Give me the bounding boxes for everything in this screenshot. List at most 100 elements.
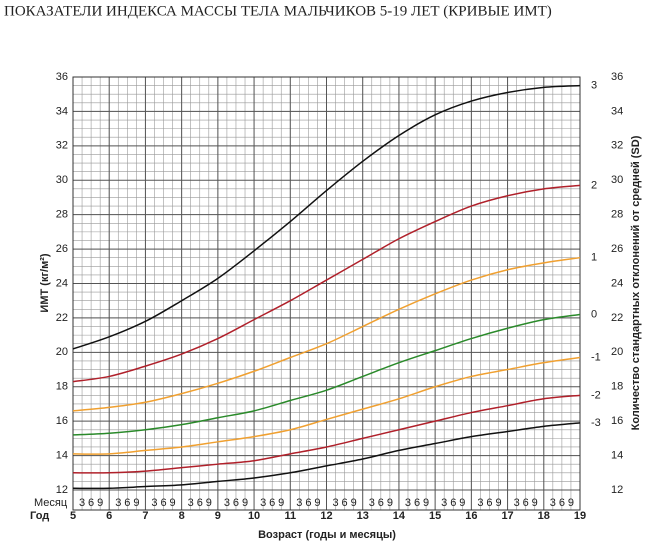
month-label: 9 — [206, 497, 212, 509]
y-axis-label: ИМТ (кг/м²) — [39, 253, 51, 312]
y-tick-label: 36 — [56, 71, 68, 83]
month-label: 6 — [559, 497, 565, 509]
month-label: 9 — [532, 497, 538, 509]
curve — [72, 422, 581, 490]
month-label: 3 — [224, 497, 230, 509]
month-label: 3 — [151, 497, 157, 509]
curve — [72, 356, 581, 455]
month-label: 6 — [124, 497, 130, 509]
y-tick-label: 16 — [56, 415, 68, 427]
x-tick-label: 7 — [142, 510, 148, 522]
y-tick-label: 24 — [56, 277, 68, 289]
month-label: 6 — [378, 497, 384, 509]
month-label: 3 — [115, 497, 121, 509]
y2-tick-label: 30 — [611, 174, 623, 186]
y2-tick-label: 26 — [611, 243, 623, 255]
curve — [72, 313, 581, 436]
month-label: 9 — [278, 497, 284, 509]
month-label: 9 — [495, 497, 501, 509]
month-label: 6 — [160, 497, 166, 509]
y-tick-label: 34 — [56, 105, 68, 117]
x-tick-label: 9 — [215, 510, 221, 522]
month-label: 6 — [342, 497, 348, 509]
month-label: 3 — [514, 497, 520, 509]
month-label: 6 — [450, 497, 456, 509]
y-tick-label: 32 — [56, 140, 68, 152]
y2-tick-label: 34 — [611, 105, 623, 117]
month-label: 6 — [197, 497, 203, 509]
y2-tick-label: 16 — [611, 415, 623, 427]
curve — [72, 84, 581, 350]
legend-label: -3 — [591, 417, 601, 429]
curve — [72, 256, 581, 412]
y-tick-label: 20 — [56, 346, 68, 358]
x-tick-label: 18 — [538, 510, 550, 522]
y-tick-label: 30 — [56, 174, 68, 186]
x-axis-label: Возраст (годы и месяцы) — [258, 529, 396, 541]
y-tick-label: 18 — [56, 381, 68, 393]
curve — [72, 394, 581, 474]
x-tick-label: 11 — [284, 510, 296, 522]
x-tick-label: 5 — [70, 510, 76, 522]
month-label: 9 — [242, 497, 248, 509]
legend-label: 3 — [591, 80, 597, 92]
y2-tick-label: 14 — [611, 449, 623, 461]
month-label: 9 — [459, 497, 465, 509]
y2-tick-label: 12 — [611, 484, 623, 496]
legend-label: 1 — [591, 252, 597, 264]
x-tick-label: 17 — [501, 510, 513, 522]
y2-tick-label: 36 — [611, 71, 623, 83]
month-label: 3 — [79, 497, 85, 509]
month-label: 9 — [170, 497, 176, 509]
month-label: 9 — [133, 497, 139, 509]
y-tick-label: 26 — [56, 243, 68, 255]
month-label: 3 — [260, 497, 266, 509]
y2-tick-label: 20 — [611, 346, 623, 358]
month-label: 6 — [269, 497, 275, 509]
legend-label: -2 — [591, 389, 601, 401]
month-label: 6 — [305, 497, 311, 509]
month-label: 3 — [550, 497, 556, 509]
month-label: 9 — [351, 497, 357, 509]
x-tick-label: 6 — [106, 510, 112, 522]
month-label: 9 — [97, 497, 103, 509]
x-tick-label: 15 — [429, 510, 441, 522]
y-tick-label: 12 — [56, 484, 68, 496]
legend-label: 0 — [591, 308, 597, 320]
month-label: 9 — [568, 497, 574, 509]
month-label: 9 — [423, 497, 429, 509]
x-tick-label: 8 — [179, 510, 185, 522]
chart-title: ПОКАЗАТЕЛИ ИНДЕКСА МАССЫ ТЕЛА МАЛЬЧИКОВ … — [4, 3, 552, 19]
month-label: 3 — [369, 497, 375, 509]
y-tick-label: 28 — [56, 209, 68, 221]
month-label: 3 — [441, 497, 447, 509]
x-tick-label: 10 — [248, 510, 260, 522]
month-row-label: Месяц — [34, 497, 68, 509]
y2-tick-label: 24 — [611, 277, 623, 289]
month-label: 3 — [188, 497, 194, 509]
month-label: 3 — [332, 497, 338, 509]
month-label: 6 — [523, 497, 529, 509]
y-tick-label: 14 — [56, 449, 68, 461]
y2-tick-label: 22 — [611, 312, 623, 324]
x-tick-label: 19 — [574, 510, 586, 522]
month-label: 9 — [387, 497, 393, 509]
year-row-label: Год — [30, 510, 49, 522]
month-label: 6 — [88, 497, 94, 509]
y2-axis-label: Количество стандартных отклонений от сре… — [630, 135, 642, 430]
legend-label: 2 — [591, 179, 597, 191]
y-tick-label: 22 — [56, 312, 68, 324]
month-label: 3 — [477, 497, 483, 509]
legend-label: -1 — [591, 351, 601, 363]
x-tick-label: 14 — [393, 510, 406, 522]
y2-tick-label: 32 — [611, 140, 623, 152]
month-label: 6 — [414, 497, 420, 509]
x-tick-label: 12 — [320, 510, 332, 522]
x-tick-label: 16 — [465, 510, 477, 522]
curve — [72, 184, 581, 383]
x-tick-label: 13 — [357, 510, 369, 522]
month-label: 3 — [296, 497, 302, 509]
y2-tick-label: 28 — [611, 209, 623, 221]
y2-tick-label: 18 — [611, 381, 623, 393]
